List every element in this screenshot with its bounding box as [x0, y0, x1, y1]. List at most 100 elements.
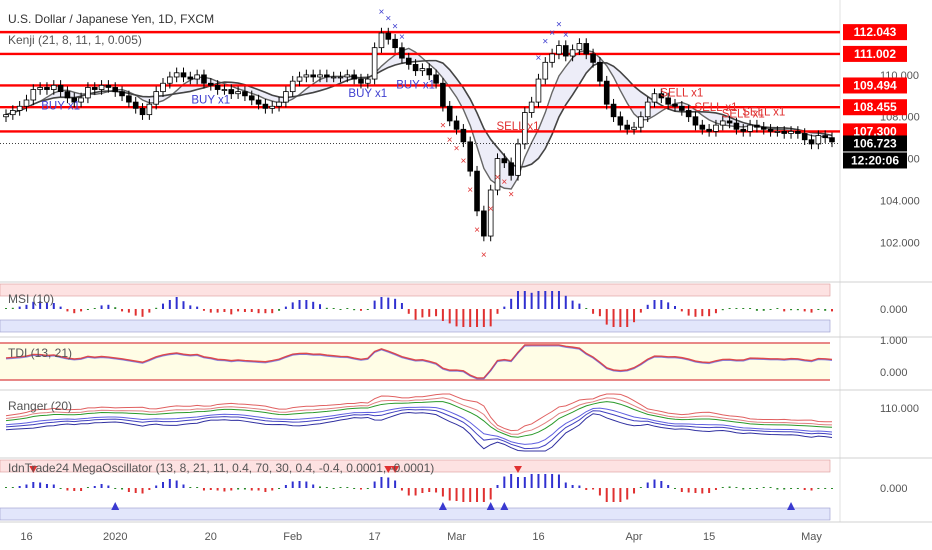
candle	[371, 42, 378, 85]
candle-body-up	[747, 124, 753, 132]
tdi-line	[5, 344, 833, 379]
candle-body-down	[726, 120, 733, 124]
candle-body-up	[419, 68, 426, 72]
candle	[781, 126, 788, 139]
candle	[228, 84, 235, 99]
panel-tick-label: 0.000	[880, 367, 908, 379]
candle	[535, 73, 542, 108]
candle	[760, 121, 767, 135]
candle-body-down	[781, 130, 788, 134]
candle	[344, 69, 351, 83]
candle-body-up	[549, 53, 555, 63]
candle-body-up	[283, 91, 289, 103]
candle	[255, 94, 262, 110]
candle	[317, 69, 323, 83]
cross-marker: ×	[501, 177, 507, 188]
candle	[91, 82, 98, 95]
candle	[562, 40, 569, 62]
level-tag-label: 112.043	[854, 25, 897, 39]
candle-body-up	[638, 116, 644, 128]
candle	[112, 82, 119, 97]
candle-body-down	[808, 139, 815, 145]
candle-body-up	[78, 97, 84, 103]
candle	[269, 101, 276, 114]
level-tag-label: 111.002	[854, 47, 896, 61]
mega-buy-arrow	[500, 502, 509, 510]
cross-marker: ×	[467, 185, 473, 196]
candle-body-down	[801, 133, 808, 141]
candle	[658, 88, 665, 104]
candle	[57, 80, 64, 97]
x-tick-label: Feb	[283, 531, 302, 543]
candle	[603, 75, 610, 110]
candle-body-down	[590, 53, 596, 63]
panel-tick-label: 0.000	[880, 304, 908, 316]
candle	[132, 96, 139, 114]
candle-body-up	[378, 32, 385, 49]
candle-body-down	[207, 82, 214, 86]
candle	[453, 115, 460, 135]
level-tag	[843, 77, 907, 94]
mega-buy-arrow	[486, 502, 495, 510]
candle-body-down	[767, 128, 774, 132]
candle	[78, 92, 84, 108]
cross-marker: ×	[488, 204, 494, 215]
candle	[392, 34, 398, 53]
candle	[296, 71, 303, 87]
candle	[522, 107, 528, 150]
price-tick-label: 104.000	[880, 195, 920, 207]
candle	[747, 119, 753, 137]
candle	[180, 67, 187, 83]
candle	[528, 96, 535, 118]
candle	[365, 73, 371, 89]
candle	[126, 90, 132, 108]
candle	[262, 98, 269, 114]
candle-body-up	[365, 78, 371, 84]
mega-buy-arrow	[111, 502, 120, 510]
candle-body-up	[269, 105, 276, 109]
mega-upper-band	[0, 459, 831, 473]
candle-body-down	[760, 126, 767, 130]
ma-slow-line	[5, 59, 833, 169]
countdown-label: 12:20:06	[851, 153, 899, 167]
candle-body-down	[385, 32, 392, 40]
cross-marker: ×	[379, 7, 385, 18]
candle	[44, 82, 50, 95]
candle-body-up	[330, 76, 337, 79]
indicator-label: Kenji (21, 8, 11, 1, 0.005)	[8, 33, 142, 47]
candle	[440, 78, 446, 112]
candle-body-down	[228, 89, 235, 95]
candle	[815, 130, 822, 150]
x-tick-label: 20	[205, 531, 217, 543]
x-tick-label: May	[801, 531, 822, 543]
cross-marker: ×	[495, 173, 501, 184]
candle-body-down	[392, 38, 398, 49]
x-tick-label: 16	[532, 531, 544, 543]
mega-buy-arrow	[787, 502, 796, 510]
candle	[146, 98, 153, 120]
candle	[597, 57, 603, 87]
mega-sell-arrow	[513, 466, 522, 473]
candle-body-down	[597, 61, 603, 82]
cross-marker: ×	[392, 22, 398, 33]
candle-body-down	[474, 170, 480, 212]
candle-body-down	[583, 43, 590, 55]
candle-body-up	[515, 143, 521, 176]
candle-body-down	[119, 91, 125, 97]
candle	[542, 57, 549, 85]
level-tag	[843, 123, 907, 140]
candle-body-down	[795, 130, 801, 134]
candle-body-down	[822, 135, 828, 139]
panel-tick-label: 110.000	[880, 403, 919, 415]
candle-body-up	[542, 61, 549, 80]
candle-body-down	[71, 97, 78, 103]
candle	[774, 126, 781, 137]
candle-body-up	[556, 45, 562, 55]
candle-body-down	[440, 82, 446, 107]
candle-body-down	[310, 74, 316, 78]
candle-body-down	[324, 74, 330, 78]
candle-body-down	[214, 84, 221, 90]
candle-body-down	[679, 105, 685, 111]
x-tick-label: Apr	[625, 531, 642, 543]
